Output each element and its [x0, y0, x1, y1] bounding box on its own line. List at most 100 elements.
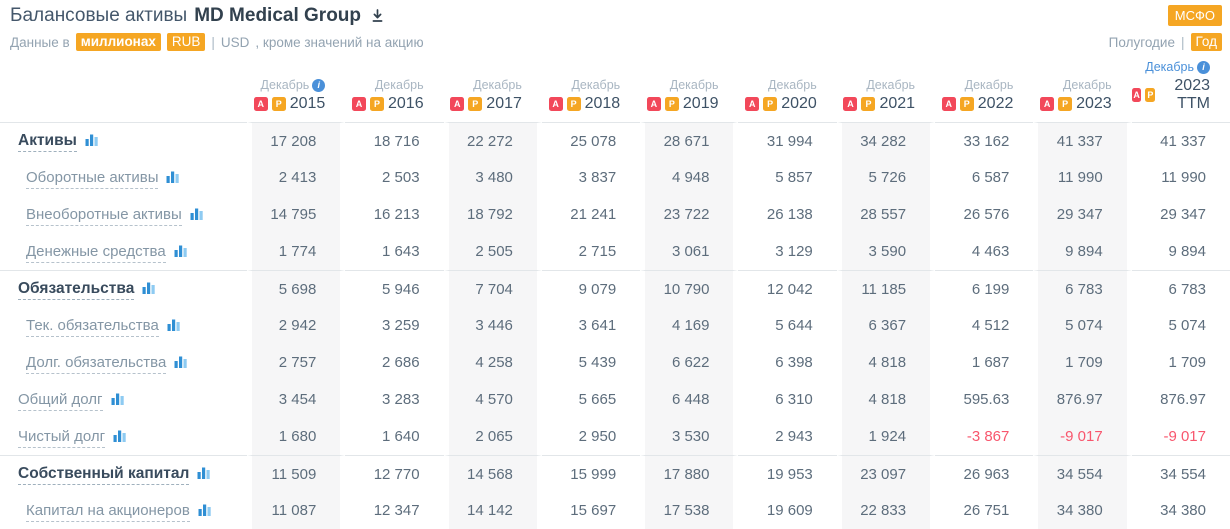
- cell-value-text: 25 078: [570, 132, 617, 150]
- cell-value-text: 22 272: [467, 132, 513, 150]
- presentation-icon[interactable]: P: [861, 97, 876, 111]
- cell-value: 34 282: [836, 122, 936, 159]
- cell-value: 34 380: [1132, 492, 1230, 529]
- row-label-link[interactable]: Собственный капитал: [18, 464, 190, 485]
- column-month-label: Декабрь: [1062, 78, 1112, 92]
- bar-chart-icon[interactable]: [174, 244, 188, 261]
- row-label-link[interactable]: Тек. обязательства: [26, 316, 159, 337]
- presentation-icon[interactable]: P: [1145, 88, 1156, 102]
- bar-chart-icon[interactable]: [167, 318, 181, 335]
- currency-usd-toggle[interactable]: USD: [220, 34, 250, 50]
- cell-value: 5 644: [738, 307, 836, 344]
- pdf-report-icon[interactable]: A: [843, 97, 858, 111]
- period-year-toggle[interactable]: Год: [1190, 33, 1222, 51]
- cell-value: 12 042: [738, 270, 837, 307]
- column-month-label: Декабрь: [1145, 60, 1194, 74]
- cell-value: 3 446: [443, 307, 542, 344]
- download-icon[interactable]: [370, 8, 385, 24]
- bar-chart-icon[interactable]: [197, 466, 211, 484]
- bar-chart-icon[interactable]: [174, 355, 188, 372]
- row-label-cell: Чистый долг: [0, 418, 247, 455]
- column-year-label: 2016: [388, 95, 424, 112]
- cell-value-text: 5 665: [578, 391, 617, 408]
- cell-value: 3 530: [640, 418, 739, 455]
- cell-value: 34 380: [1033, 492, 1132, 529]
- currency-rub-toggle[interactable]: RUB: [166, 33, 206, 51]
- presentation-icon[interactable]: P: [763, 97, 778, 111]
- cell-value-text: 3 454: [278, 391, 317, 408]
- column-month-line: Декабрь: [935, 78, 1014, 92]
- table-row: Общий долг 3 454 3 283 4 570 5 665 6 448 6 31…: [0, 381, 1230, 418]
- pdf-report-icon[interactable]: A: [450, 97, 465, 111]
- cell-value: 3 061: [640, 233, 739, 270]
- pdf-report-icon[interactable]: A: [548, 97, 563, 111]
- cell-value: 4 818: [836, 344, 936, 381]
- report-type-label: Балансовые активы: [10, 5, 188, 26]
- cell-value: 1 643: [345, 233, 443, 270]
- column-year-line: A P 2023: [1033, 95, 1112, 113]
- table-row: Капитал на акционеров 11 087 12 347 14 142…: [0, 492, 1230, 529]
- bar-chart-icon[interactable]: [113, 429, 127, 446]
- cell-value-text: 5 946: [382, 280, 420, 298]
- bar-chart-icon[interactable]: [190, 207, 204, 224]
- pdf-report-icon[interactable]: A: [1131, 88, 1142, 102]
- presentation-icon[interactable]: P: [1058, 97, 1073, 111]
- row-label-link[interactable]: Долг. обязательства: [26, 353, 167, 374]
- presentation-icon[interactable]: P: [664, 97, 679, 111]
- column-month-line: Декабрь: [444, 78, 522, 92]
- info-icon[interactable]: i: [312, 78, 326, 92]
- bar-chart-icon[interactable]: [198, 503, 212, 520]
- cell-value-text: 19 609: [766, 502, 813, 519]
- column-header-row: Декабрь i A P 2015 Декабрь A P 2016 Декаб…: [0, 60, 1230, 122]
- row-label-link[interactable]: Внеоборотные активы: [26, 205, 182, 226]
- info-icon[interactable]: i: [1197, 60, 1210, 74]
- cell-value-text: 34 380: [1056, 502, 1103, 519]
- cell-value-text: 17 208: [270, 132, 317, 150]
- column-month-label: Декабрь: [260, 78, 310, 92]
- pdf-report-icon[interactable]: A: [253, 97, 268, 111]
- row-label-link[interactable]: Чистый долг: [18, 427, 106, 448]
- cell-value: 2 943: [738, 418, 836, 455]
- presentation-icon[interactable]: P: [271, 97, 286, 111]
- pdf-report-icon[interactable]: A: [646, 97, 661, 111]
- units-suffix-label: , кроме значений на акцию: [255, 34, 424, 50]
- period-column-header: Декабрь A P 2017: [444, 60, 542, 122]
- cell-value: 15 697: [542, 492, 640, 529]
- cell-value: 1 924: [836, 418, 936, 455]
- units-toggle-bar: Данные в миллионах RUB | USD , кроме зна…: [10, 33, 424, 51]
- units-millions-toggle[interactable]: миллионах: [75, 33, 161, 51]
- cell-value-text: 2 503: [382, 169, 420, 186]
- cell-value: 6 398: [738, 344, 836, 381]
- bar-chart-icon[interactable]: [85, 133, 99, 151]
- cell-value: 3 283: [345, 381, 443, 418]
- cell-value: 41 337: [1033, 122, 1132, 159]
- row-label-link[interactable]: Оборотные активы: [26, 168, 159, 189]
- cell-value: 2 413: [247, 159, 346, 196]
- row-label-link[interactable]: Обязательства: [18, 279, 135, 300]
- table-row: Долг. обязательства 2 757 2 686 4 258 5 439…: [0, 344, 1230, 381]
- cell-value: 6 448: [640, 381, 739, 418]
- cell-value: 6 199: [935, 270, 1034, 307]
- pdf-report-icon[interactable]: A: [745, 97, 760, 111]
- cell-value-text: 26 963: [963, 465, 1010, 483]
- period-halfyear-toggle[interactable]: Полугодие: [1108, 34, 1175, 50]
- cell-value-text: 3 283: [382, 391, 420, 408]
- row-label-link[interactable]: Денежные средства: [26, 242, 166, 263]
- row-label-link[interactable]: Активы: [18, 131, 77, 152]
- column-year-line: A P 2015: [247, 95, 325, 113]
- row-label-link[interactable]: Общий долг: [18, 390, 103, 411]
- bar-chart-icon[interactable]: [111, 392, 125, 409]
- pdf-report-icon[interactable]: A: [352, 97, 366, 111]
- accounting-standard-badge[interactable]: МСФО: [1167, 5, 1222, 26]
- bar-chart-icon[interactable]: [142, 281, 156, 299]
- bar-chart-icon[interactable]: [166, 170, 180, 187]
- cell-value-text: 18 716: [373, 132, 420, 150]
- presentation-icon[interactable]: P: [959, 97, 974, 111]
- cell-value-text: 34 554: [1160, 465, 1206, 483]
- pdf-report-icon[interactable]: A: [1040, 97, 1055, 111]
- pdf-report-icon[interactable]: A: [941, 97, 956, 111]
- presentation-icon[interactable]: P: [370, 97, 384, 111]
- presentation-icon[interactable]: P: [566, 97, 581, 111]
- presentation-icon[interactable]: P: [468, 97, 483, 111]
- row-label-link[interactable]: Капитал на акционеров: [26, 501, 190, 522]
